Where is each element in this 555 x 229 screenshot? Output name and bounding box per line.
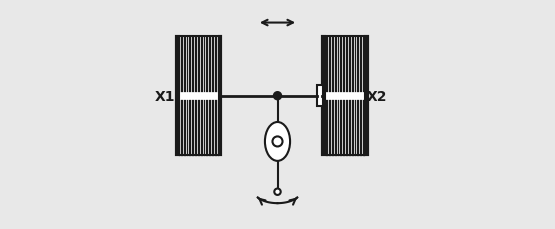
Polygon shape bbox=[316, 86, 323, 106]
Circle shape bbox=[274, 189, 281, 195]
Polygon shape bbox=[176, 37, 179, 155]
Polygon shape bbox=[176, 37, 221, 155]
Polygon shape bbox=[365, 37, 368, 155]
Text: X2: X2 bbox=[366, 89, 387, 103]
Polygon shape bbox=[322, 37, 368, 155]
Polygon shape bbox=[322, 37, 325, 155]
Circle shape bbox=[274, 93, 281, 100]
Text: X1: X1 bbox=[155, 89, 176, 103]
Polygon shape bbox=[219, 37, 221, 155]
Circle shape bbox=[273, 137, 282, 147]
Ellipse shape bbox=[265, 123, 290, 161]
